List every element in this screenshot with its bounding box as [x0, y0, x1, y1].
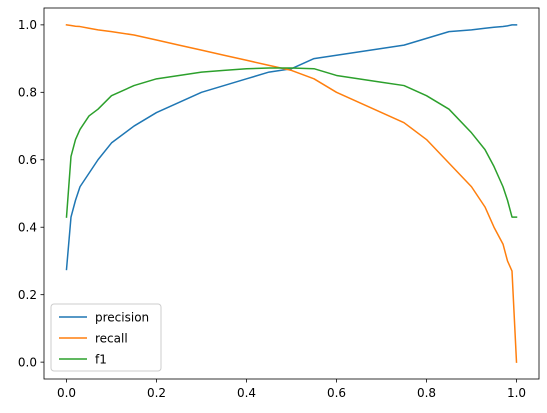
x-tick-label: 1.0 — [507, 386, 526, 400]
legend-label-precision: precision — [95, 310, 149, 324]
x-tick-label: 0.6 — [327, 386, 346, 400]
series-layer — [65, 24, 518, 363]
y-tick-label: 0.6 — [18, 153, 37, 167]
legend-label-f1: f1 — [95, 352, 107, 366]
y-tick-label: 0.0 — [18, 355, 37, 369]
legend: precision recall f1 — [50, 303, 162, 372]
y-tick-label: 1.0 — [18, 18, 37, 32]
x-axis: 0.0 0.2 0.4 0.6 0.8 1.0 — [57, 379, 526, 400]
y-tick-label: 0.2 — [18, 288, 37, 302]
plot-frame — [43, 7, 540, 380]
series-line-recall — [65, 24, 518, 363]
y-tick-label: 0.4 — [18, 221, 37, 235]
legend-box — [50, 303, 162, 372]
y-tick-label: 0.8 — [18, 86, 37, 100]
x-tick-label: 0.0 — [57, 386, 76, 400]
x-tick-label: 0.2 — [147, 386, 166, 400]
legend-label-recall: recall — [95, 331, 128, 345]
series-line-f1 — [65, 67, 518, 218]
x-tick-label: 0.4 — [237, 386, 256, 400]
y-axis: 0.0 0.2 0.4 0.6 0.8 1.0 — [18, 18, 44, 369]
x-tick-label: 0.8 — [417, 386, 436, 400]
